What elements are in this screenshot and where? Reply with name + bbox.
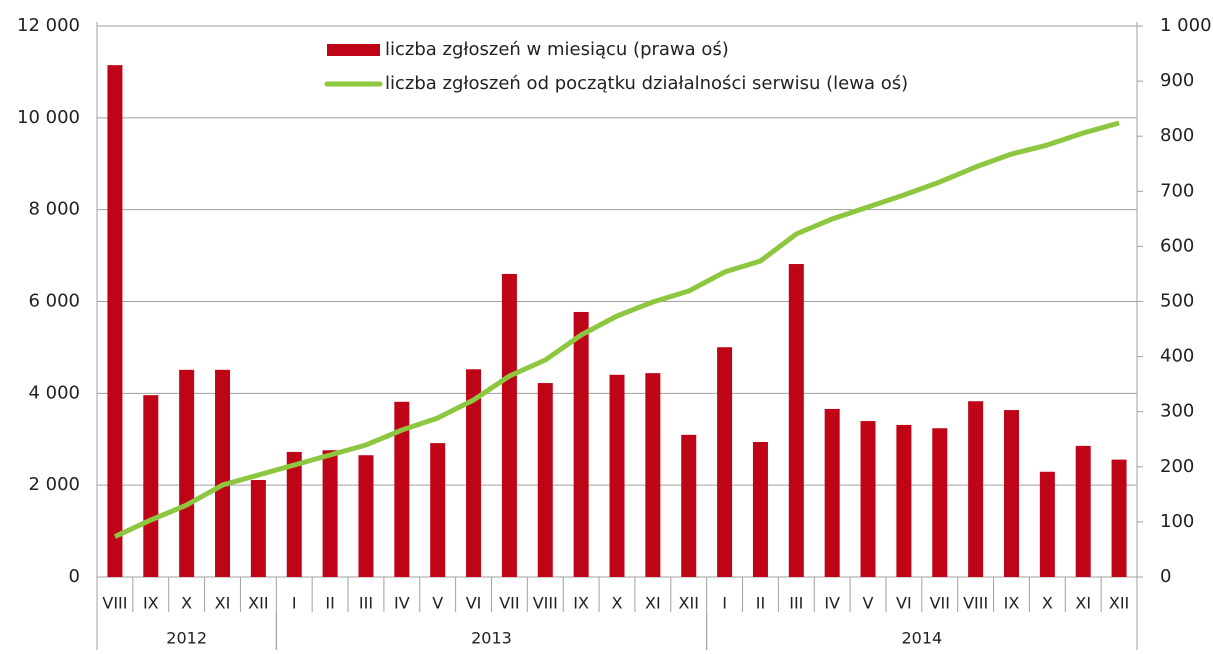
- x-tick-label: III: [359, 594, 373, 613]
- x-tick-label: VII: [930, 594, 950, 613]
- bar: [860, 421, 876, 577]
- bar: [143, 395, 159, 577]
- x-tick-label: XI: [215, 594, 231, 613]
- x-tick-label: IX: [143, 594, 159, 613]
- x-tick-label: II: [756, 594, 765, 613]
- x-tick-label: XII: [1109, 594, 1129, 613]
- y-tick-label: 12 000: [17, 15, 80, 36]
- bar: [358, 455, 374, 577]
- y-tick-label: 4 000: [28, 382, 80, 403]
- x-tick-label: X: [181, 594, 192, 613]
- bar: [573, 311, 589, 577]
- y-tick-label: 10 000: [17, 107, 80, 128]
- y2-tick-label: 300: [1160, 401, 1194, 422]
- bar: [1039, 471, 1055, 577]
- x-tick-label: VIII: [963, 594, 988, 613]
- x-tick-label: I: [292, 594, 297, 613]
- group-label: 2014: [901, 629, 942, 648]
- bar: [1111, 459, 1127, 577]
- x-tick-label: X: [612, 594, 623, 613]
- y2-tick-label: 0: [1160, 566, 1171, 587]
- bar: [932, 428, 948, 577]
- bar: [609, 374, 625, 577]
- bar: [286, 451, 302, 577]
- x-tick-label: V: [432, 594, 443, 613]
- legend-label: liczba zgłoszeń w miesiącu (prawa oś): [385, 39, 729, 60]
- y2-tick-label: 1 000: [1160, 15, 1212, 36]
- bar: [896, 424, 912, 577]
- x-tick-label: II: [325, 594, 334, 613]
- group-label: 2013: [471, 629, 512, 648]
- y-tick-label: 0: [69, 566, 80, 587]
- x-tick-label: IX: [573, 594, 589, 613]
- x-tick-label: IV: [394, 594, 410, 613]
- x-tick-label: X: [1042, 594, 1053, 613]
- bar: [1075, 445, 1091, 577]
- x-tick-label: XI: [645, 594, 661, 613]
- bar: [824, 408, 840, 577]
- bar: [466, 369, 482, 577]
- bar: [681, 434, 697, 577]
- bar: [1003, 410, 1019, 577]
- y2-tick-label: 700: [1160, 180, 1194, 201]
- bar: [752, 442, 768, 577]
- x-tick-label: V: [863, 594, 874, 613]
- x-tick-label: VI: [466, 594, 482, 613]
- y-tick-label: 8 000: [28, 199, 80, 220]
- x-tick-label: VI: [896, 594, 912, 613]
- bar: [250, 480, 266, 577]
- y2-tick-label: 200: [1160, 456, 1194, 477]
- x-tick-label: III: [789, 594, 803, 613]
- x-tick-label: VII: [499, 594, 519, 613]
- bar: [430, 443, 446, 577]
- x-tick-label: XII: [248, 594, 268, 613]
- bar: [322, 450, 338, 577]
- legend-swatch: [327, 44, 380, 56]
- bar: [215, 369, 231, 577]
- bar: [394, 401, 410, 577]
- y2-tick-label: 800: [1160, 125, 1194, 146]
- x-tick-label: VIII: [102, 594, 127, 613]
- legend-label: liczba zgłoszeń od początku działalności…: [385, 73, 908, 94]
- y2-tick-label: 900: [1160, 70, 1194, 91]
- bar: [788, 264, 804, 577]
- bar: [537, 383, 553, 577]
- bar: [107, 65, 123, 577]
- y-tick-label: 2 000: [28, 474, 80, 495]
- bar: [645, 373, 661, 577]
- x-tick-label: IX: [1004, 594, 1020, 613]
- bar: [968, 401, 984, 577]
- bar: [179, 369, 195, 577]
- y2-tick-label: 500: [1160, 291, 1194, 312]
- x-tick-label: I: [722, 594, 727, 613]
- y-tick-label: 6 000: [28, 291, 80, 312]
- line: [113, 120, 1120, 539]
- group-label: 2012: [166, 629, 207, 648]
- bar: [501, 273, 517, 577]
- y2-tick-label: 600: [1160, 235, 1194, 256]
- bar: [717, 347, 733, 577]
- x-tick-label: XI: [1075, 594, 1091, 613]
- y2-tick-label: 400: [1160, 346, 1194, 367]
- x-tick-label: XII: [679, 594, 699, 613]
- x-tick-label: VIII: [533, 594, 558, 613]
- x-tick-label: IV: [824, 594, 840, 613]
- y2-tick-label: 100: [1160, 511, 1194, 532]
